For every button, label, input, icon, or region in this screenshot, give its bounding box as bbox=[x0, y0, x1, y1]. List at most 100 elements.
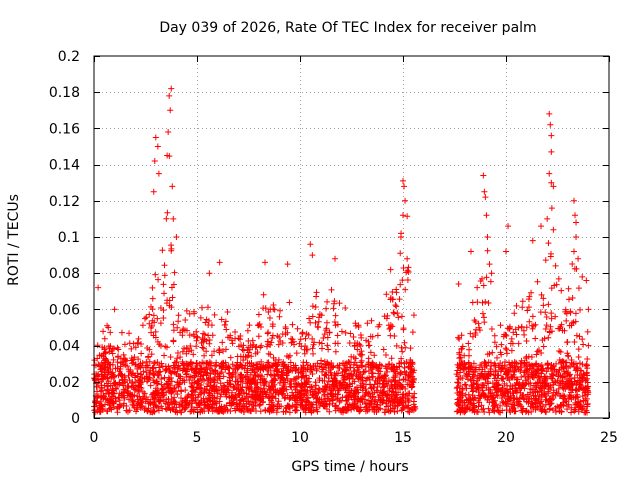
data-point bbox=[128, 345, 135, 352]
data-point bbox=[194, 377, 201, 384]
data-point bbox=[292, 375, 299, 382]
data-point bbox=[488, 326, 495, 333]
data-point bbox=[357, 342, 364, 349]
data-point bbox=[98, 403, 105, 410]
data-point bbox=[145, 354, 152, 361]
data-point bbox=[281, 383, 288, 390]
data-point bbox=[144, 378, 151, 385]
data-point bbox=[297, 336, 304, 343]
data-point bbox=[399, 348, 406, 355]
data-point bbox=[369, 364, 376, 371]
data-point bbox=[311, 388, 318, 395]
data-point bbox=[269, 383, 276, 390]
data-point bbox=[573, 234, 580, 240]
data-point bbox=[292, 362, 299, 369]
data-point bbox=[309, 303, 316, 310]
data-point bbox=[134, 402, 141, 409]
data-point bbox=[346, 359, 353, 366]
data-point bbox=[385, 397, 392, 404]
data-point bbox=[123, 357, 130, 364]
data-point bbox=[108, 406, 115, 413]
data-point bbox=[325, 361, 332, 368]
data-point bbox=[358, 357, 365, 364]
data-point bbox=[173, 358, 180, 365]
x-tick-label: 5 bbox=[193, 430, 202, 446]
data-point bbox=[283, 386, 290, 393]
data-point bbox=[332, 255, 339, 262]
data-point bbox=[196, 385, 203, 392]
data-point bbox=[163, 380, 170, 387]
data-point bbox=[183, 344, 190, 351]
data-point bbox=[332, 312, 339, 319]
data-point bbox=[506, 361, 513, 368]
data-point bbox=[273, 409, 280, 416]
data-point bbox=[332, 403, 339, 410]
data-point bbox=[399, 384, 406, 391]
data-point bbox=[167, 387, 174, 394]
data-point bbox=[358, 363, 365, 370]
data-point bbox=[307, 241, 314, 248]
data-point bbox=[286, 352, 293, 359]
data-point bbox=[537, 384, 544, 391]
data-point bbox=[396, 296, 403, 303]
data-point bbox=[149, 284, 156, 291]
data-point bbox=[531, 395, 538, 402]
data-point bbox=[246, 360, 253, 367]
data-point bbox=[219, 339, 226, 346]
data-point bbox=[201, 352, 208, 359]
data-point bbox=[475, 403, 482, 410]
data-point bbox=[299, 402, 306, 409]
data-point bbox=[574, 391, 581, 398]
data-point bbox=[171, 385, 178, 392]
data-point bbox=[504, 374, 511, 381]
data-point bbox=[156, 398, 163, 405]
data-point bbox=[209, 398, 216, 405]
data-point bbox=[283, 405, 290, 412]
data-point bbox=[548, 310, 555, 317]
data-point bbox=[214, 390, 221, 397]
data-point bbox=[558, 321, 565, 328]
data-point bbox=[147, 369, 154, 376]
data-point bbox=[105, 391, 112, 398]
data-point bbox=[404, 267, 411, 274]
data-point bbox=[165, 129, 172, 136]
data-point bbox=[273, 388, 280, 395]
data-point bbox=[358, 396, 365, 403]
data-point bbox=[208, 360, 215, 367]
data-point bbox=[107, 329, 114, 336]
data-point bbox=[518, 364, 525, 371]
data-point bbox=[327, 366, 334, 373]
data-point bbox=[105, 324, 112, 331]
data-point bbox=[399, 393, 406, 400]
data-point bbox=[203, 348, 210, 355]
data-point bbox=[269, 394, 276, 401]
data-point bbox=[541, 374, 548, 381]
data-point bbox=[245, 384, 252, 391]
data-point bbox=[392, 392, 399, 399]
data-point bbox=[327, 390, 334, 397]
data-point bbox=[147, 324, 154, 331]
data-point bbox=[457, 396, 464, 403]
data-point bbox=[363, 404, 370, 411]
data-point bbox=[392, 302, 399, 309]
data-point bbox=[532, 321, 539, 328]
data-point bbox=[218, 391, 225, 398]
data-point bbox=[129, 397, 136, 404]
data-point bbox=[480, 390, 487, 397]
data-point bbox=[583, 395, 590, 402]
data-point bbox=[584, 372, 591, 379]
data-point bbox=[160, 281, 167, 288]
data-point bbox=[511, 359, 518, 366]
data-point bbox=[508, 335, 515, 342]
data-point bbox=[456, 336, 463, 343]
data-point bbox=[203, 364, 210, 371]
data-point bbox=[396, 371, 403, 378]
data-point bbox=[205, 321, 212, 328]
data-point bbox=[506, 407, 513, 414]
data-point bbox=[340, 379, 347, 386]
data-point bbox=[545, 382, 552, 389]
data-point bbox=[343, 384, 350, 391]
data-point bbox=[161, 391, 168, 398]
data-point bbox=[345, 393, 352, 400]
